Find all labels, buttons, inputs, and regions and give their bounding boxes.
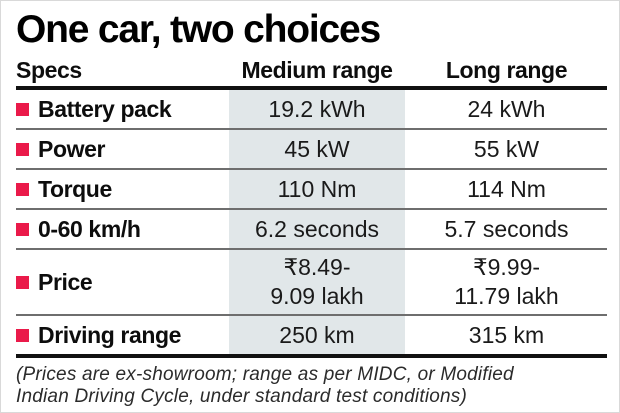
medium-range-value: 45 kW [229,130,405,168]
red-square-bullet-icon [16,182,29,196]
red-square-bullet-icon [16,142,29,156]
table-row-power: Power 45 kW 55 kW [16,128,607,168]
red-square-bullet-icon [16,328,29,342]
long-range-value: ₹9.99- 11.79 lakh [454,254,559,309]
table-row-price: Price ₹8.49- 9.09 lakh ₹9.99- 11.79 lakh [16,248,607,314]
spec-label-cell: Torque [16,170,229,208]
spec-label: 0-60 km/h [38,215,141,242]
spec-label-cell: Price [16,250,229,314]
spec-label-cell: Power [16,130,229,168]
table-header-row: Specs Medium range Long range [16,54,607,86]
long-range-value: 114 Nm [467,175,546,202]
long-range-value: 24 kWh [467,95,546,122]
spec-label-cell: 0-60 km/h [16,210,229,248]
table-row-0-60-kmh: 0-60 km/h 6.2 seconds 5.7 seconds [16,208,607,248]
long-range-value: 55 kW [473,135,540,162]
spec-label: Power [38,135,106,162]
table-row-torque: Torque 110 Nm 114 Nm [16,168,607,208]
red-square-bullet-icon [16,222,29,236]
red-square-bullet-icon [16,275,29,289]
spec-label: Battery pack [38,95,172,122]
medium-range-value: 19.2 kWh [229,90,405,128]
spec-label: Torque [38,175,112,202]
column-header-specs: Specs [16,56,82,83]
spec-label-cell: Driving range [16,316,229,354]
spec-label-cell: Battery pack [16,90,229,128]
long-range-value: 5.7 seconds [444,215,569,242]
column-header-medium-range: Medium range [241,56,393,83]
spec-label: Driving range [38,321,182,348]
medium-range-value: 110 Nm [229,170,405,208]
medium-range-value: 6.2 seconds [229,210,405,248]
footnote: (Prices are ex-showroom; range as per MI… [16,364,514,407]
specs-table: Battery pack 19.2 kWh 24 kWh Power 45 kW… [16,86,607,358]
table-row-battery-pack: Battery pack 19.2 kWh 24 kWh [16,90,607,128]
red-square-bullet-icon [16,102,29,116]
column-header-long-range: Long range [445,56,568,83]
table-row-driving-range: Driving range 250 km 315 km [16,314,607,354]
medium-range-value: 250 km [229,316,405,354]
medium-range-value: ₹8.49- 9.09 lakh [229,250,405,314]
long-range-value: 315 km [468,321,545,348]
page-title: One car, two choices [16,8,381,51]
spec-label: Price [38,268,93,295]
